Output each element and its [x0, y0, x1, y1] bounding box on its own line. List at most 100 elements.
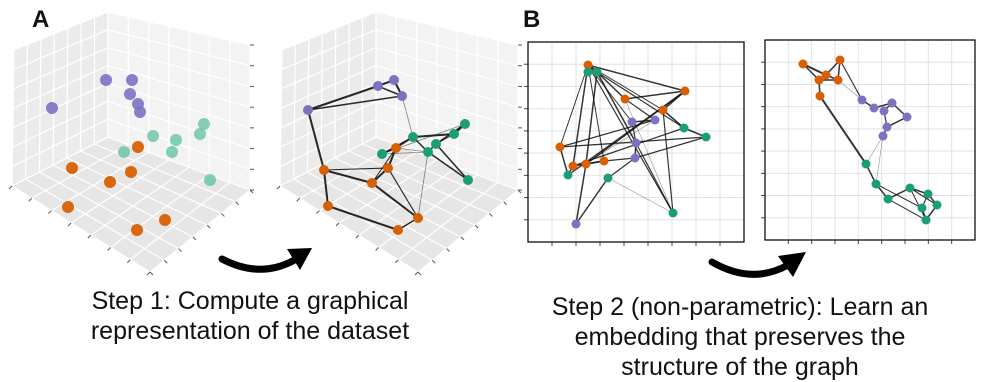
data-point	[680, 86, 690, 96]
data-point	[882, 122, 892, 132]
tick-mark	[235, 201, 240, 206]
data-point	[100, 74, 112, 86]
data-point	[592, 67, 602, 77]
graph-edge	[587, 64, 674, 214]
data-point	[798, 59, 808, 69]
graph-edge	[909, 187, 938, 206]
data-point	[879, 106, 889, 116]
grid-line	[279, 136, 377, 187]
graph-edge	[607, 177, 674, 214]
graph-edge	[819, 95, 867, 165]
data-point	[815, 91, 825, 101]
data-point	[408, 132, 418, 142]
graph-edge	[307, 109, 325, 171]
tick-mark	[126, 259, 131, 264]
caption-step2-line2: embedding that preserves the	[574, 323, 906, 351]
graph-edge	[417, 151, 429, 219]
tick-mark	[503, 201, 508, 206]
grid-line	[378, 174, 478, 248]
grid-line	[320, 33, 323, 166]
arrow-head	[287, 248, 312, 270]
grid-line	[110, 174, 210, 248]
graph-edge	[323, 167, 389, 171]
grid-line	[39, 171, 179, 250]
tick-mark	[276, 185, 281, 190]
data-point	[449, 129, 459, 139]
grid-line	[347, 22, 350, 152]
tick-mark	[146, 271, 151, 276]
graph-edge	[607, 157, 636, 179]
caption-step1-line2: representation of the dataset	[90, 317, 410, 345]
data-point	[377, 149, 387, 159]
grid-line	[281, 11, 377, 51]
embedding-plot	[761, 39, 976, 244]
caption-step1: Step 1: Compute a graphical representati…	[45, 286, 455, 346]
graph-edge	[435, 143, 469, 181]
data-point	[323, 201, 333, 211]
data-point	[159, 214, 171, 226]
data-point	[821, 70, 831, 80]
grid-line	[12, 82, 109, 129]
tick-mark	[28, 197, 33, 202]
grid-line	[25, 44, 29, 180]
graph-edge	[559, 146, 569, 176]
data-point	[118, 146, 130, 158]
tick-mark	[206, 224, 211, 229]
graph-edge	[662, 109, 674, 214]
graph-edge	[381, 151, 429, 155]
grid-line	[107, 100, 251, 150]
graph-edge	[865, 135, 884, 165]
grid-line	[12, 100, 109, 148]
data-point	[170, 134, 182, 146]
tick-mark	[107, 247, 111, 251]
caption-step1-line1: Step 1: Compute a graphical	[91, 287, 409, 315]
graph-edge	[575, 177, 609, 225]
panel-label-b: B	[523, 6, 541, 33]
graph-edge	[596, 71, 685, 129]
data-point	[627, 117, 637, 127]
graph-edge	[875, 135, 884, 185]
panel-label-a: A	[32, 6, 50, 33]
graph-edge	[327, 205, 399, 231]
tick-mark	[178, 248, 182, 252]
arrow-shaft	[218, 254, 302, 273]
tick-mark	[489, 213, 493, 217]
grid-line	[348, 150, 490, 214]
data-point	[603, 173, 613, 183]
grid-line	[38, 39, 42, 173]
grid-line	[107, 11, 251, 46]
grid-line	[293, 178, 433, 261]
data-point	[319, 165, 329, 175]
arrow-shaft	[708, 258, 792, 278]
graph-edge	[587, 64, 686, 92]
data-point	[878, 131, 888, 141]
tick-mark	[8, 185, 13, 190]
grid-line	[13, 11, 109, 51]
grid-line	[280, 118, 377, 168]
grid-line	[107, 136, 251, 191]
grid-line	[52, 33, 55, 166]
data-point	[104, 176, 116, 188]
grid-line	[279, 185, 419, 273]
data-point	[66, 162, 78, 174]
data-point	[599, 156, 609, 166]
data-point	[147, 130, 159, 142]
data-point	[583, 67, 593, 77]
graph-edge	[837, 79, 863, 101]
grid-line	[338, 159, 438, 224]
tick-mark	[414, 271, 419, 276]
data-point	[568, 161, 578, 171]
graph-edge	[635, 142, 674, 214]
grid-line	[80, 150, 222, 214]
cube-plot	[276, 11, 522, 276]
plot-area	[765, 40, 975, 240]
data-point	[921, 215, 931, 225]
data-point	[463, 175, 473, 185]
graph-edge	[634, 136, 707, 159]
tick-mark	[474, 224, 479, 229]
graph-edge	[575, 163, 587, 225]
tick-mark	[375, 247, 379, 251]
graph-edge	[603, 157, 636, 162]
grid-line	[79, 22, 82, 152]
